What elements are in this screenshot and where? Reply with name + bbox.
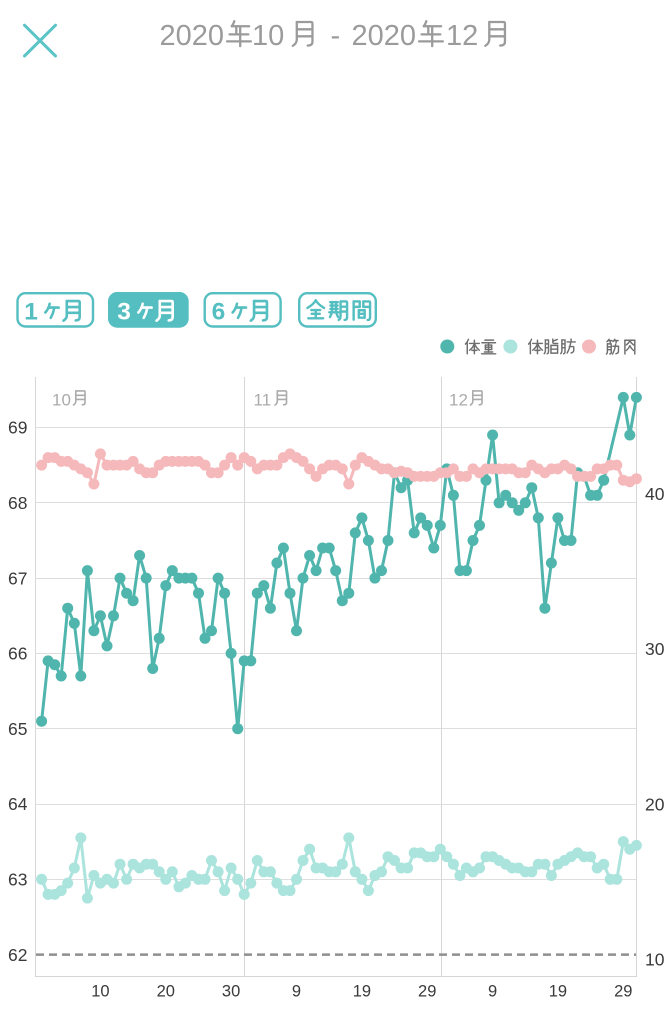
svg-text:-: -: [331, 20, 341, 52]
svg-text:63: 63: [8, 870, 27, 890]
svg-text:20: 20: [645, 795, 665, 815]
svg-text:11: 11: [254, 391, 272, 410]
svg-text:10: 10: [252, 20, 284, 52]
svg-text:65: 65: [8, 719, 27, 739]
svg-text:69: 69: [8, 418, 27, 438]
svg-text:9: 9: [488, 982, 497, 1000]
svg-text:64: 64: [8, 794, 28, 814]
svg-text:12: 12: [449, 391, 468, 410]
svg-text:29: 29: [614, 982, 632, 1000]
svg-text:3: 3: [117, 298, 131, 325]
svg-text:30: 30: [645, 639, 665, 659]
svg-text:19: 19: [353, 982, 371, 1000]
svg-text:67: 67: [8, 568, 27, 588]
svg-text:2020: 2020: [352, 20, 417, 52]
svg-text:20: 20: [157, 982, 175, 1000]
svg-text:1: 1: [24, 298, 38, 325]
svg-text:10: 10: [645, 950, 665, 970]
svg-text:30: 30: [222, 982, 240, 1000]
svg-text:12: 12: [446, 20, 478, 52]
svg-text:40: 40: [645, 484, 665, 504]
svg-text:19: 19: [549, 982, 567, 1000]
svg-text:62: 62: [8, 945, 27, 965]
svg-text:10: 10: [52, 391, 71, 410]
svg-text:9: 9: [292, 982, 301, 1000]
svg-text:6: 6: [212, 298, 226, 325]
svg-text:29: 29: [418, 982, 436, 1000]
svg-text:66: 66: [8, 644, 27, 664]
svg-text:10: 10: [91, 982, 109, 1000]
svg-text:68: 68: [8, 493, 27, 513]
svg-text:2020: 2020: [160, 20, 225, 52]
